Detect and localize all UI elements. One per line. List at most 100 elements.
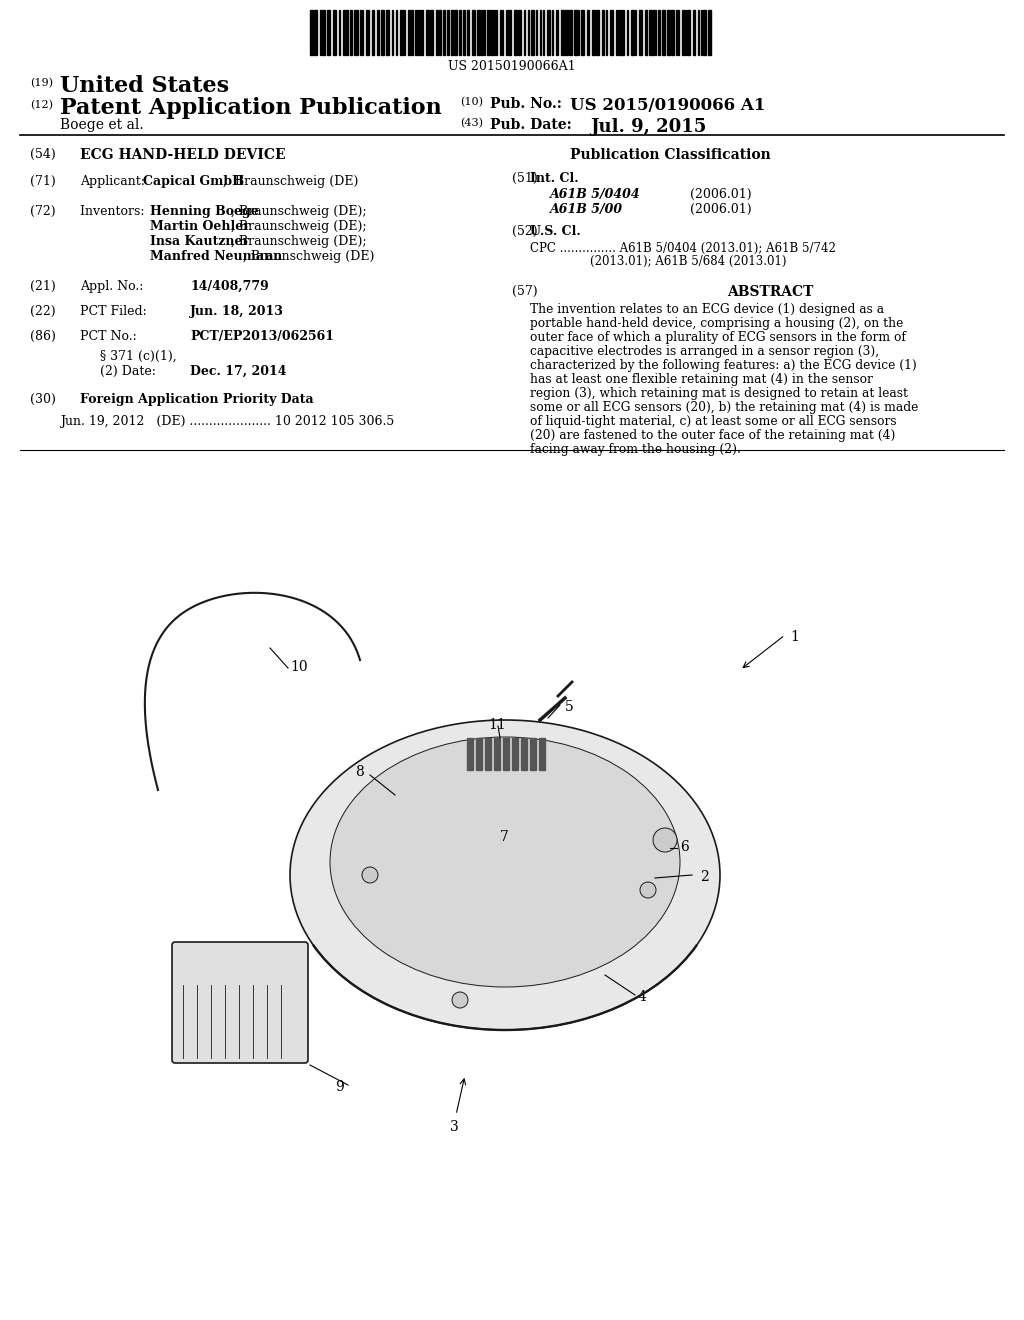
Text: 10: 10 xyxy=(290,660,307,675)
Bar xyxy=(490,11,493,55)
Bar xyxy=(459,11,461,55)
Bar xyxy=(602,11,604,55)
Bar xyxy=(314,11,317,55)
Text: (51): (51) xyxy=(512,172,538,185)
Text: ECG HAND-HELD DEVICE: ECG HAND-HELD DEVICE xyxy=(80,148,286,162)
Circle shape xyxy=(640,882,656,898)
Text: 9: 9 xyxy=(335,1080,344,1094)
Bar xyxy=(415,11,417,55)
Bar xyxy=(327,11,330,55)
Text: Martin Oehler: Martin Oehler xyxy=(150,220,250,234)
Text: Dec. 17, 2014: Dec. 17, 2014 xyxy=(190,366,287,378)
Bar xyxy=(386,11,389,55)
Text: (72): (72) xyxy=(30,205,55,218)
Circle shape xyxy=(452,993,468,1008)
Text: Boege et al.: Boege et al. xyxy=(60,117,143,132)
Text: (19): (19) xyxy=(30,78,53,88)
Circle shape xyxy=(362,867,378,883)
Text: (12): (12) xyxy=(30,100,53,111)
Text: facing away from the housing (2).: facing away from the housing (2). xyxy=(530,444,741,455)
Text: (2006.01): (2006.01) xyxy=(690,187,752,201)
Bar xyxy=(439,11,441,55)
Bar xyxy=(631,11,634,55)
Text: , Braunschweig (DE);: , Braunschweig (DE); xyxy=(230,220,367,234)
Bar xyxy=(418,11,420,55)
Bar xyxy=(565,11,568,55)
Bar xyxy=(662,11,665,55)
Bar xyxy=(671,11,674,55)
FancyBboxPatch shape xyxy=(172,942,308,1063)
Bar xyxy=(451,11,453,55)
Text: 8: 8 xyxy=(355,766,364,779)
Bar xyxy=(411,11,413,55)
Text: 4: 4 xyxy=(638,990,647,1005)
Bar xyxy=(658,11,660,55)
Bar xyxy=(539,738,545,770)
Bar xyxy=(436,11,438,55)
Bar xyxy=(693,11,695,55)
Text: Pub. No.:: Pub. No.: xyxy=(490,96,562,111)
Bar xyxy=(343,11,345,55)
Bar xyxy=(687,11,690,55)
Bar xyxy=(481,11,483,55)
Text: (43): (43) xyxy=(460,117,483,128)
Text: 14/408,779: 14/408,779 xyxy=(190,280,268,293)
Bar xyxy=(346,11,348,55)
Bar xyxy=(531,11,534,55)
Text: Jul. 9, 2015: Jul. 9, 2015 xyxy=(590,117,707,136)
Text: (71): (71) xyxy=(30,176,55,187)
Text: portable hand-held device, comprising a housing (2), on the: portable hand-held device, comprising a … xyxy=(530,317,903,330)
Text: Appl. No.:: Appl. No.: xyxy=(80,280,143,293)
Bar xyxy=(561,11,564,55)
Text: Jun. 18, 2013: Jun. 18, 2013 xyxy=(190,305,284,318)
Bar xyxy=(652,11,654,55)
Bar xyxy=(421,11,423,55)
Text: Henning Boege: Henning Boege xyxy=(150,205,259,218)
Text: (86): (86) xyxy=(30,330,56,343)
Bar xyxy=(521,738,527,770)
Bar xyxy=(574,11,577,55)
Bar xyxy=(472,11,475,55)
Text: US 20150190066A1: US 20150190066A1 xyxy=(449,59,575,73)
Text: PCT Filed:: PCT Filed: xyxy=(80,305,146,318)
Ellipse shape xyxy=(290,719,720,1030)
Bar xyxy=(514,11,517,55)
Bar xyxy=(682,11,684,55)
Bar xyxy=(400,11,403,55)
Bar xyxy=(581,11,584,55)
Bar xyxy=(366,11,369,55)
Circle shape xyxy=(653,828,677,851)
Ellipse shape xyxy=(330,737,680,987)
Bar xyxy=(503,738,509,770)
Text: The invention relates to an ECG device (1) designed as a: The invention relates to an ECG device (… xyxy=(530,304,884,315)
Bar xyxy=(596,11,599,55)
Text: 11: 11 xyxy=(488,718,506,733)
Text: 6: 6 xyxy=(680,840,689,854)
Bar xyxy=(467,738,473,770)
Text: capacitive electrodes is arranged in a sensor region (3),: capacitive electrodes is arranged in a s… xyxy=(530,345,880,358)
Bar xyxy=(645,11,647,55)
Text: , Braunschweig (DE);: , Braunschweig (DE); xyxy=(230,205,367,218)
Text: Publication Classification: Publication Classification xyxy=(570,148,771,162)
Text: (20) are fastened to the outer face of the retaining mat (4): (20) are fastened to the outer face of t… xyxy=(530,429,895,442)
Text: (52): (52) xyxy=(512,224,538,238)
Bar xyxy=(485,738,490,770)
Text: (10): (10) xyxy=(460,96,483,107)
Text: characterized by the following features: a) the ECG device (1): characterized by the following features:… xyxy=(530,359,916,372)
Text: , Braunschweig (DE);: , Braunschweig (DE); xyxy=(230,235,367,248)
Text: Capical GmbH: Capical GmbH xyxy=(143,176,244,187)
Text: (57): (57) xyxy=(512,285,538,298)
Text: CPC ............... A61B 5/0404 (2013.01); A61B 5/742: CPC ............... A61B 5/0404 (2013.01… xyxy=(530,242,836,255)
Bar xyxy=(512,738,518,770)
Text: Insa Kautzner: Insa Kautzner xyxy=(150,235,249,248)
Bar xyxy=(494,738,500,770)
Text: (21): (21) xyxy=(30,280,55,293)
Text: PCT/EP2013/062561: PCT/EP2013/062561 xyxy=(190,330,334,343)
Text: (2006.01): (2006.01) xyxy=(690,203,752,216)
Bar xyxy=(556,11,558,55)
Text: 1: 1 xyxy=(790,630,799,644)
Bar xyxy=(621,11,624,55)
Text: 3: 3 xyxy=(450,1119,459,1134)
Text: (2013.01); A61B 5/684 (2013.01): (2013.01); A61B 5/684 (2013.01) xyxy=(590,255,786,268)
Text: Foreign Application Priority Data: Foreign Application Priority Data xyxy=(80,393,313,407)
